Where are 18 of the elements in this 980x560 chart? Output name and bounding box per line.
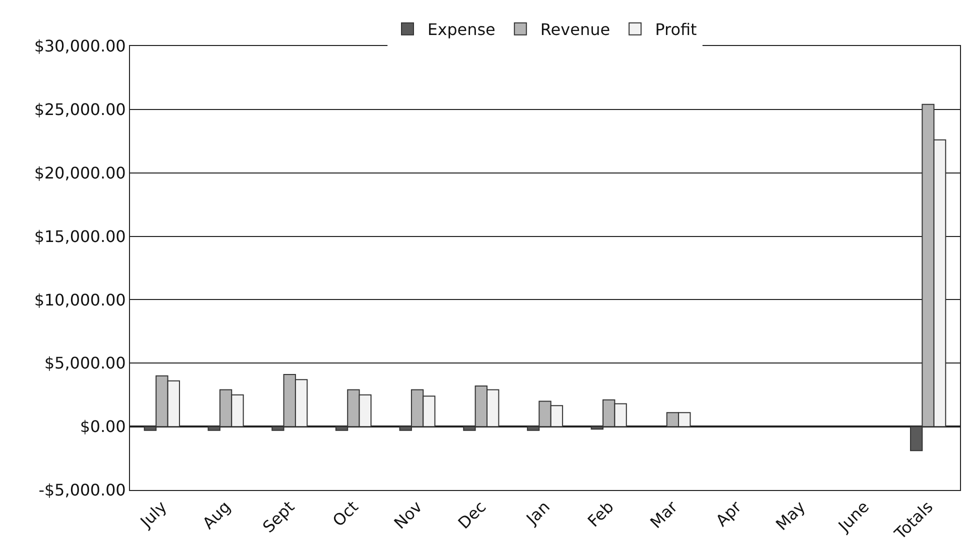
y-tick-label: $15,000.00	[34, 226, 126, 246]
legend-label: Revenue	[540, 20, 610, 40]
x-tick-label: Jan	[522, 497, 554, 529]
y-tick-label: $20,000.00	[34, 163, 126, 182]
y-tick-label: $0.00	[80, 417, 126, 436]
x-tick-label: Mar	[646, 496, 682, 532]
legend-label: Profit	[655, 20, 697, 40]
legend-label: Expense	[428, 20, 496, 40]
x-tick-label: Apr	[712, 496, 746, 530]
x-tick-label: Oct	[328, 497, 362, 530]
x-tick-label: Nov	[390, 497, 426, 533]
y-tick-label: -$5,000.00	[38, 480, 126, 500]
y-tick-label: $10,000.00	[34, 290, 126, 310]
y-tick-label: $25,000.00	[34, 100, 126, 120]
x-tick-label: Dec	[454, 497, 490, 533]
x-tick-label: Feb	[584, 497, 618, 531]
y-tick-label: $5,000.00	[44, 354, 126, 373]
y-tick-label: $30,000.00	[34, 36, 126, 56]
